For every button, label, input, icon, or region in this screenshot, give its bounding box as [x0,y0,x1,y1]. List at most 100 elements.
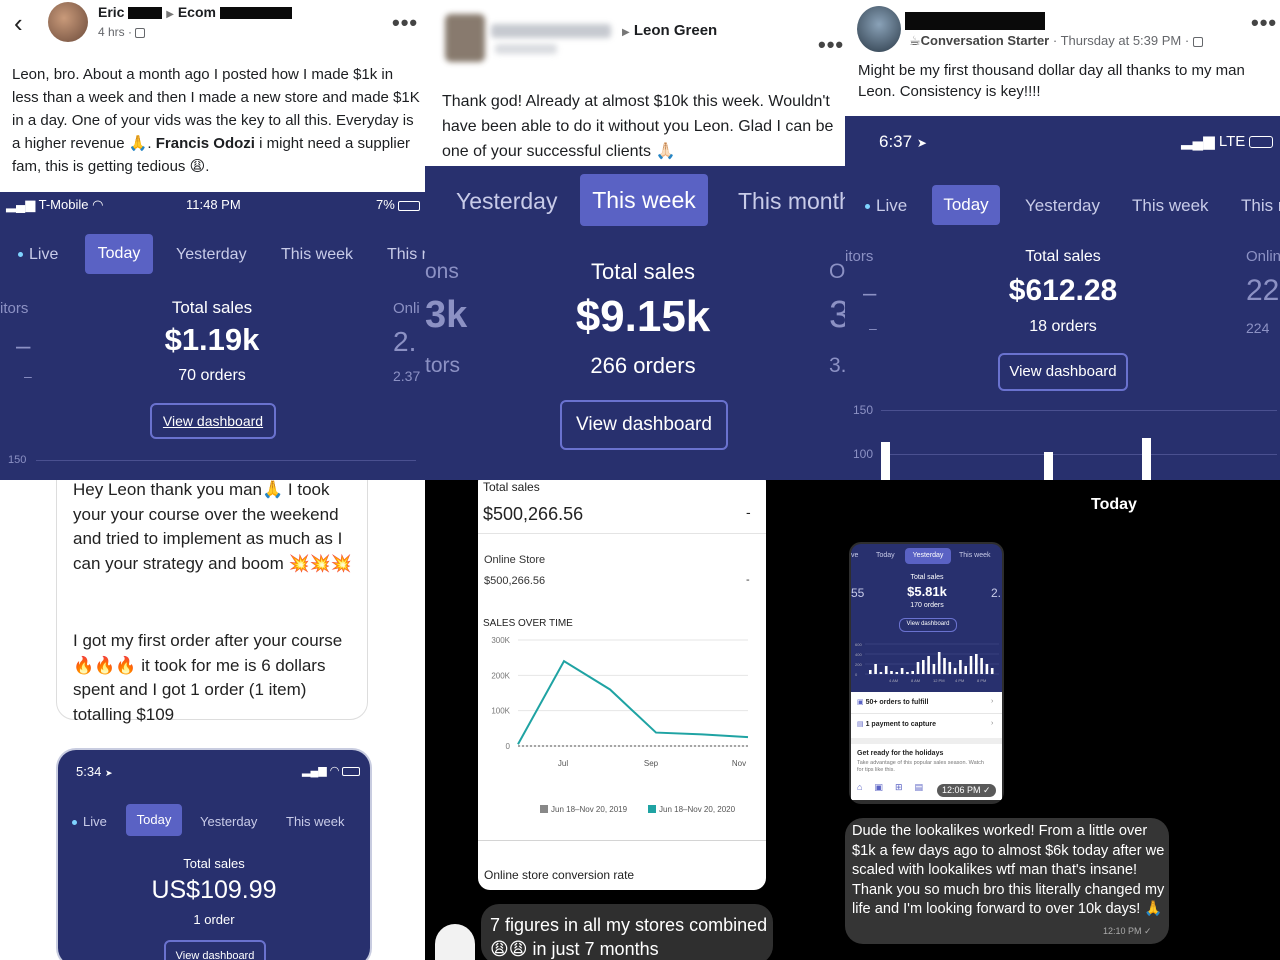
post-time: · Thursday at 5:39 PM · [1049,33,1190,48]
online-store-label: Online Store [484,554,546,566]
mention-link[interactable]: Francis Odozi [155,135,255,152]
post-body: Might be my first thousand dollar day al… [858,62,1245,100]
group-name[interactable]: Ecom [177,4,216,20]
recipient-name[interactable]: Leon Green [633,22,718,39]
tab-today[interactable]: Today [126,804,182,836]
avatar[interactable] [48,2,88,42]
tab-this-week[interactable]: This week [286,814,345,829]
total-sales-label: Total sales [183,856,245,871]
mini-right-value: 2. [991,586,1002,600]
mini-bar [953,668,957,674]
mini-x-label: 8 AM [911,678,920,683]
tab-this-month[interactable]: This r [387,246,425,263]
post-body: Thank god! Already at almost $10k this w… [442,93,834,160]
orders-icon: ▣ [857,699,864,706]
mini-task-list: ▣ 50+ orders to fulfill › ▤ 1 payment to… [851,692,1002,800]
total-sales-value: $500,266.56 [483,504,584,524]
tab-yesterday[interactable]: Yesterday [1025,196,1100,215]
y-tick-label: 200K [491,671,510,680]
phone-screenshot-2: Yesterday This week This month ons 3k to… [425,166,845,480]
mini-bar [895,672,899,674]
battery-icon [398,200,421,211]
mini-x-label: 4 AM [889,678,898,683]
mini-bar [900,668,904,674]
clock: 6:37 [879,132,913,151]
analytics-card: Total sales $500,266.56 - Online Store $… [478,480,766,890]
online-label: O [829,260,845,283]
tab-yesterday[interactable]: Yesterday [200,814,258,829]
chart-bar [881,442,890,480]
series-line [517,659,749,745]
view-dashboard-button[interactable]: View dashboard [150,403,276,439]
mini-bar [906,672,909,674]
visitors-value: – [863,280,877,307]
total-sales-label: Total sales [591,259,695,284]
chart-title: SALES OVER TIME [483,618,573,629]
mini-bar [869,670,872,674]
y-tick-label: 0 [506,742,511,751]
avatar[interactable] [857,6,901,52]
arrow-icon: ▶ [166,9,174,20]
badge[interactable]: ☕Conversation Starter [909,33,1050,48]
tab-live[interactable]: Live [865,196,907,216]
clock: 11:48 PM [186,197,241,212]
author-name[interactable]: Eric [98,4,125,20]
image-message[interactable]: ve Today Yesterday This week Total sales… [849,542,1004,804]
more-options-icon[interactable]: ••• [818,32,845,57]
post-meta: ☕Conversation Starter · Thursday at 5:39… [909,33,1203,49]
view-dashboard-button[interactable]: View dashboard [164,940,266,960]
battery-icon [342,766,361,776]
network-type: LTE [1218,133,1246,150]
visitors-label: itors [0,300,29,317]
fulfill-row: ▣ 50+ orders to fulfill [857,699,929,706]
avatar[interactable] [445,14,485,62]
tab-yesterday[interactable]: Yesterday [456,188,558,214]
mini-bar [985,664,989,674]
tab-yesterday[interactable]: Yesterday [176,246,247,263]
post-header: Eric ▶ Ecom [98,4,292,20]
carrier: T-Mobile [38,197,89,212]
tab-this-week[interactable]: This week [281,246,354,263]
total-sales-label: Total sales [1025,248,1101,265]
tab-this-month[interactable]: This month [738,188,845,214]
mini-bar-chart: 600 400 200 0 4 AM 8 AM 12 PM 4 PM 8 PM [855,642,999,683]
divider [478,840,766,841]
tab-live[interactable]: Live [72,814,107,829]
mini-dashboard: ve Today Yesterday This week Total sales… [851,544,1002,692]
mini-bar [911,671,914,674]
date-header: Today [1091,496,1137,513]
post-text: Leon, bro. About a month ago I posted ho… [12,66,420,152]
status-bar: ▂▄▆ T-Mobile ◠ [6,197,103,213]
axis-label: 150 [8,454,27,466]
redaction [128,7,163,20]
tab-this-week[interactable]: This week [1132,196,1209,215]
back-icon[interactable]: ‹ [14,8,23,38]
view-dashboard-button[interactable]: View dashboard [560,400,728,450]
online-label: Onli [393,300,420,317]
visitors-label: itors [845,248,874,265]
view-dashboard-button[interactable]: View dashboard [998,353,1128,391]
post-conversation-starter: ☕Conversation Starter · Thursday at 5:39… [845,0,1280,116]
tab-this-month[interactable]: This r [1241,196,1280,215]
chart-bar [1142,438,1151,480]
gridline [881,410,1277,411]
orders-count: 1 order [193,912,235,927]
tab-today[interactable]: Today [85,234,153,274]
more-options-icon[interactable]: ••• [392,10,419,35]
total-sales-change: - [746,504,751,520]
mini-axis-label: 200 [855,662,862,667]
phone-screenshot-3: 6:37 ➤ ▂▄▆ LTE Live Today Yesterday This… [845,116,1280,480]
mini-bar [948,662,952,674]
signal-icon: ▂▄▆ [1181,133,1215,150]
location-icon: ➤ [104,768,113,778]
visitors-sub: – [24,368,32,384]
divider [851,713,1002,714]
mini-total-label: Total sales [910,574,944,581]
mini-tab-this-week: This week [959,552,991,559]
blurred-meta [495,44,557,54]
mini-bar [943,658,946,674]
more-options-icon[interactable]: ••• [1251,10,1278,35]
tab-this-week[interactable]: This week [580,174,708,226]
tab-live[interactable]: Live [18,246,58,264]
tab-today[interactable]: Today [932,185,1000,225]
